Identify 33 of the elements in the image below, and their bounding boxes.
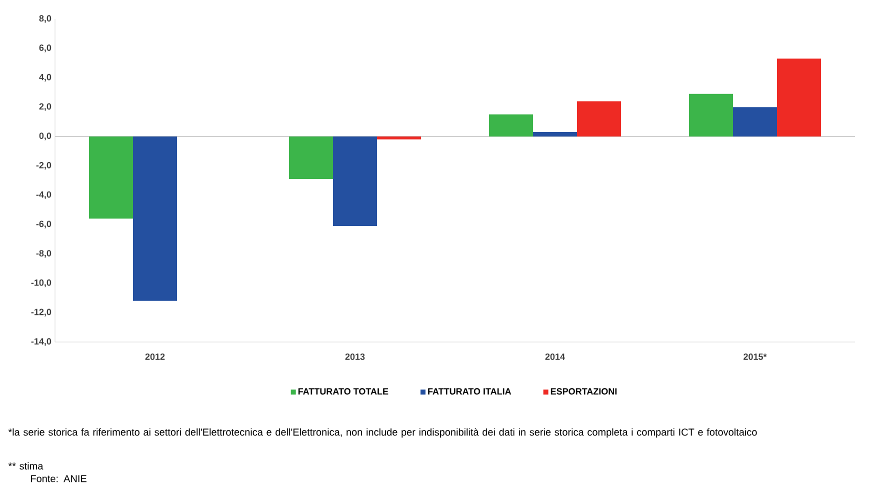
- legend-label: FATTURATO TOTALE: [298, 388, 388, 395]
- bar: [89, 136, 134, 219]
- x-tick-label: 2012: [145, 354, 165, 360]
- x-tick-label: 2015*: [744, 354, 767, 360]
- y-tick-label: 6,0: [39, 44, 52, 52]
- bar: [133, 136, 178, 301]
- bar: [333, 136, 378, 226]
- bar: [577, 101, 622, 136]
- bar: [689, 94, 734, 136]
- bar: [289, 136, 334, 180]
- bar: [777, 58, 822, 136]
- y-tick-label: -14,0: [31, 338, 52, 346]
- y-tick-label: -6,0: [36, 220, 52, 228]
- x-tick-label: 2014: [545, 354, 565, 360]
- y-tick-label: 0,0: [39, 132, 52, 140]
- y-tick-label: -2,0: [36, 162, 52, 170]
- legend-label: ESPORTAZIONI: [550, 388, 617, 395]
- x-tick-label: 2013: [345, 354, 365, 360]
- y-tick-label: -12,0: [31, 308, 52, 316]
- text: *la serie storica fa riferimento ai settori dell'Elettrotecnica e dell'Elettronica, non include per indisponibilità dei dati in serie storica completa i comparti ICT e fotovoltaico: [8, 428, 757, 438]
- y-tick-label: -8,0: [36, 250, 52, 258]
- y-tick-label: -4,0: [36, 191, 52, 200]
- bar: [533, 132, 578, 136]
- y-tick-label: 4,0: [39, 74, 52, 82]
- bar: [733, 107, 778, 136]
- legend-label: FATTURATO ITALIA: [428, 388, 512, 395]
- text: ** stima: [8, 462, 44, 470]
- bar: [377, 136, 422, 140]
- y-tick-label: 2,0: [39, 103, 52, 111]
- y-tick-label: -10,0: [31, 279, 52, 288]
- source-note: Fonte: ANIE: [31, 475, 86, 482]
- bar: [489, 114, 534, 136]
- y-tick-label: 8,0: [39, 15, 52, 23]
